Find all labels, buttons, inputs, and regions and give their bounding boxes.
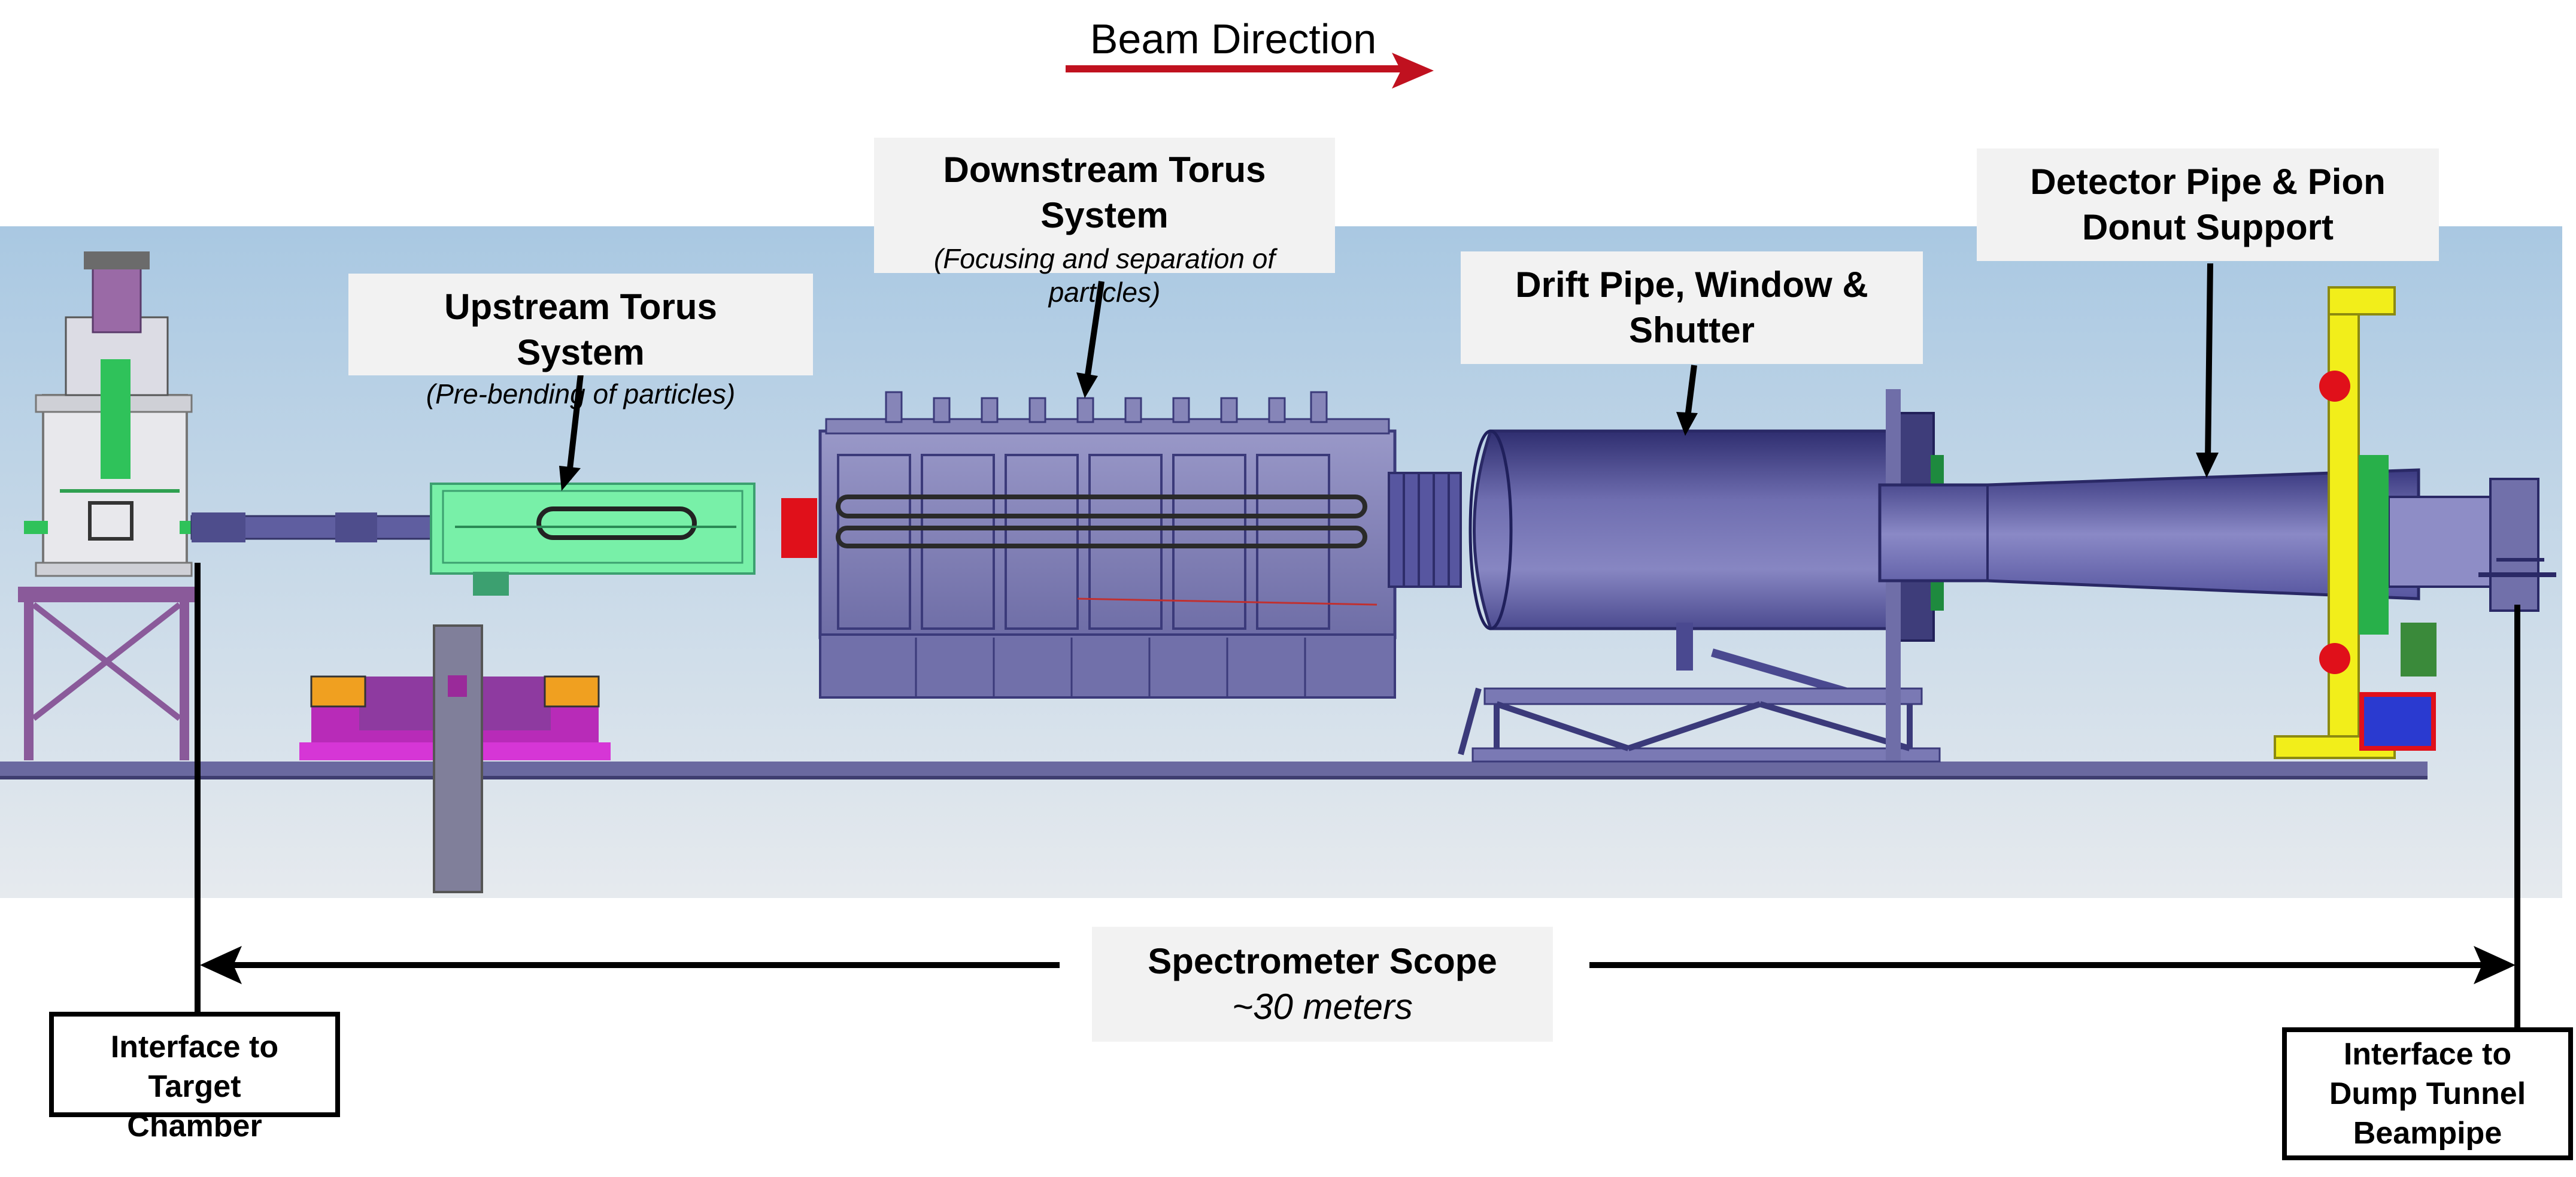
scope-arrowhead-right xyxy=(2474,946,2516,984)
upstream-torus-title-1: Upstream Torus xyxy=(444,287,717,327)
upstream-torus-magnet xyxy=(430,483,755,596)
interface-dump-line-1: Interface to xyxy=(2343,1037,2512,1072)
upstream-torus-title-2: System xyxy=(517,332,645,372)
floor-rail xyxy=(0,762,2428,778)
spectrometer-scope-subtitle: ~30 meters xyxy=(1232,987,1413,1027)
detector-pipe-title-2: Donut Support xyxy=(2082,207,2334,247)
upstream-torus-subtitle: (Pre-bending of particles) xyxy=(426,378,736,409)
spectrometer-scope-label: Spectrometer Scope ~30 meters xyxy=(1092,927,1553,1042)
downstream-torus-subtitle-1: (Focusing and separation of xyxy=(933,243,1276,274)
interface-dump-box: Interface to Dump Tunnel Beampipe xyxy=(2282,1027,2573,1160)
interface-target-line-2: Target xyxy=(148,1069,241,1104)
downstream-torus-subtitle: (Focusing and separation of particles) xyxy=(874,242,1335,309)
interface-target-line-3: Chamber xyxy=(127,1109,262,1143)
interface-dump-line-2: Dump Tunnel xyxy=(2329,1076,2526,1111)
detector-pipe xyxy=(1878,468,2556,612)
detector-pipe-label: Detector Pipe & Pion Donut Support xyxy=(1977,148,2439,261)
detector-pipe-title-1: Detector Pipe & Pion xyxy=(2030,162,2386,202)
leader-upstream-torus xyxy=(566,374,584,480)
beam-direction-label: Beam Direction xyxy=(1090,16,1377,62)
downstream-torus-title-2: System xyxy=(1040,195,1169,235)
downstream-torus-subtitle-2: particles) xyxy=(1048,277,1161,308)
interface-target-line-1: Interface to xyxy=(110,1030,279,1064)
floor-rail-shadow xyxy=(0,776,2428,779)
beam-direction-arrowhead xyxy=(1392,53,1434,89)
interface-dump-line-3: Beampipe xyxy=(2353,1116,2502,1151)
spectrometer-scope-title: Spectrometer Scope xyxy=(1148,941,1497,981)
target-chamber xyxy=(18,251,198,760)
leader-detector-pipe xyxy=(2205,263,2213,462)
drift-pipe-title-1: Drift Pipe, Window & xyxy=(1515,265,1868,305)
leader-downstream-torus xyxy=(1084,281,1105,384)
upstream-torus-label: Upstream Torus System xyxy=(348,274,813,375)
drift-pipe-label: Drift Pipe, Window & Shutter xyxy=(1461,251,1923,364)
downstream-torus-label: Downstream Torus System xyxy=(874,138,1335,273)
pion-donut-support xyxy=(2274,286,2437,759)
interface-target-box: Interface to Target Chamber xyxy=(49,1012,340,1143)
drift-pipe-tank xyxy=(1458,429,1941,763)
drift-pipe-title-2: Shutter xyxy=(1629,310,1755,350)
red-collimator xyxy=(781,498,817,558)
downstream-torus-title-1: Downstream Torus xyxy=(943,150,1266,190)
downstream-torus-magnet xyxy=(818,391,1397,699)
scope-arrowhead-left xyxy=(200,946,242,984)
upstream-stand xyxy=(299,624,611,893)
